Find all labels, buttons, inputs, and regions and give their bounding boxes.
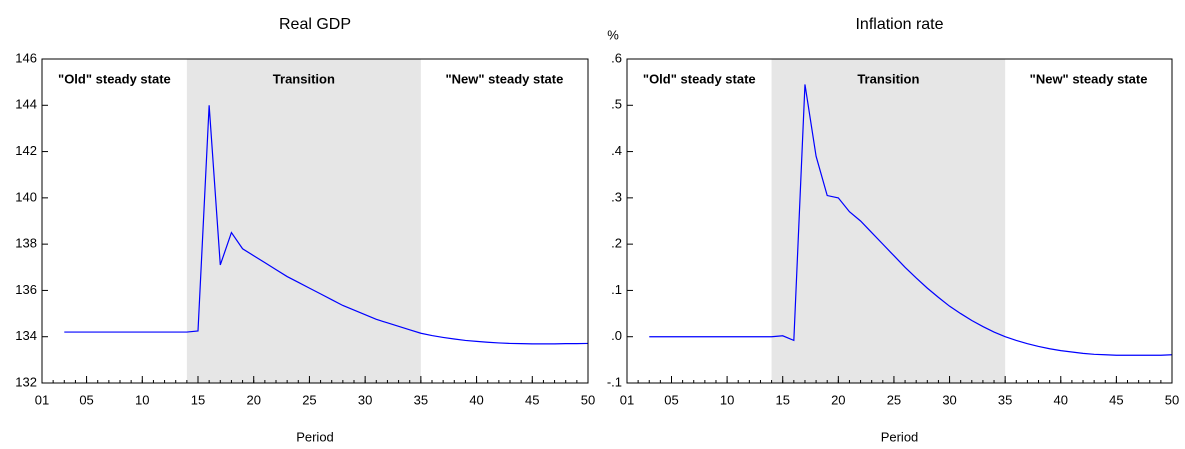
x-tick-label: 15 [775,392,789,407]
data-line [649,84,1173,356]
x-tick-label: 45 [1109,392,1123,407]
x-tick-label: 50 [581,392,595,407]
x-tick-label: 01 [620,392,634,407]
x-tick-label: 35 [998,392,1012,407]
x-tick-label: 40 [469,392,483,407]
x-tick-label: 35 [414,392,428,407]
y-tick-label: 134 [15,328,37,343]
x-tick-label: 30 [942,392,956,407]
y-unit: % [607,27,619,42]
shaded-region [186,59,421,383]
plot-frame [41,58,589,384]
x-tick-label: 40 [1054,392,1068,407]
plot-frame [626,58,1173,384]
region-label: "New" steady state [446,71,564,86]
y-tick-label: .6 [611,50,622,65]
x-tick-label: 20 [831,392,845,407]
x-axis-label: Period [296,429,334,444]
x-tick-label: 15 [191,392,205,407]
y-tick-label: 140 [15,189,37,204]
x-tick-label: 10 [720,392,734,407]
y-tick-label: 146 [15,50,37,65]
region-label: "Old" steady state [643,71,756,86]
y-tick-label: -.1 [607,374,622,389]
y-tick-label: 136 [15,282,37,297]
chart-title: Inflation rate [855,16,943,33]
x-tick-label: 30 [358,392,372,407]
shaded-region [771,59,1006,383]
x-tick-label: 10 [135,392,149,407]
y-tick-label: 142 [15,143,37,158]
x-tick-label: 01 [35,392,49,407]
y-tick-label: .3 [611,189,622,204]
x-axis-label: Period [881,429,919,444]
x-tick-label: 05 [664,392,678,407]
y-tick-label: 138 [15,236,37,251]
y-tick-label: .0 [611,328,622,343]
data-line [64,105,589,345]
region-label: Transition [273,71,335,86]
x-tick-label: 50 [1165,392,1179,407]
y-tick-label: .4 [611,143,622,158]
chart-title: Real GDP [279,16,351,33]
x-tick-label: 25 [302,392,316,407]
y-tick-label: .5 [611,97,622,112]
region-label: "Old" steady state [58,71,171,86]
x-tick-label: 45 [525,392,539,407]
region-label: Transition [857,71,919,86]
x-tick-label: 20 [246,392,260,407]
y-tick-label: .1 [611,282,622,297]
y-tick-label: 144 [15,97,37,112]
y-tick-label: 132 [15,374,37,389]
x-tick-label: 25 [887,392,901,407]
region-label: "New" steady state [1030,71,1148,86]
x-tick-label: 05 [79,392,93,407]
y-tick-label: .2 [611,236,622,251]
